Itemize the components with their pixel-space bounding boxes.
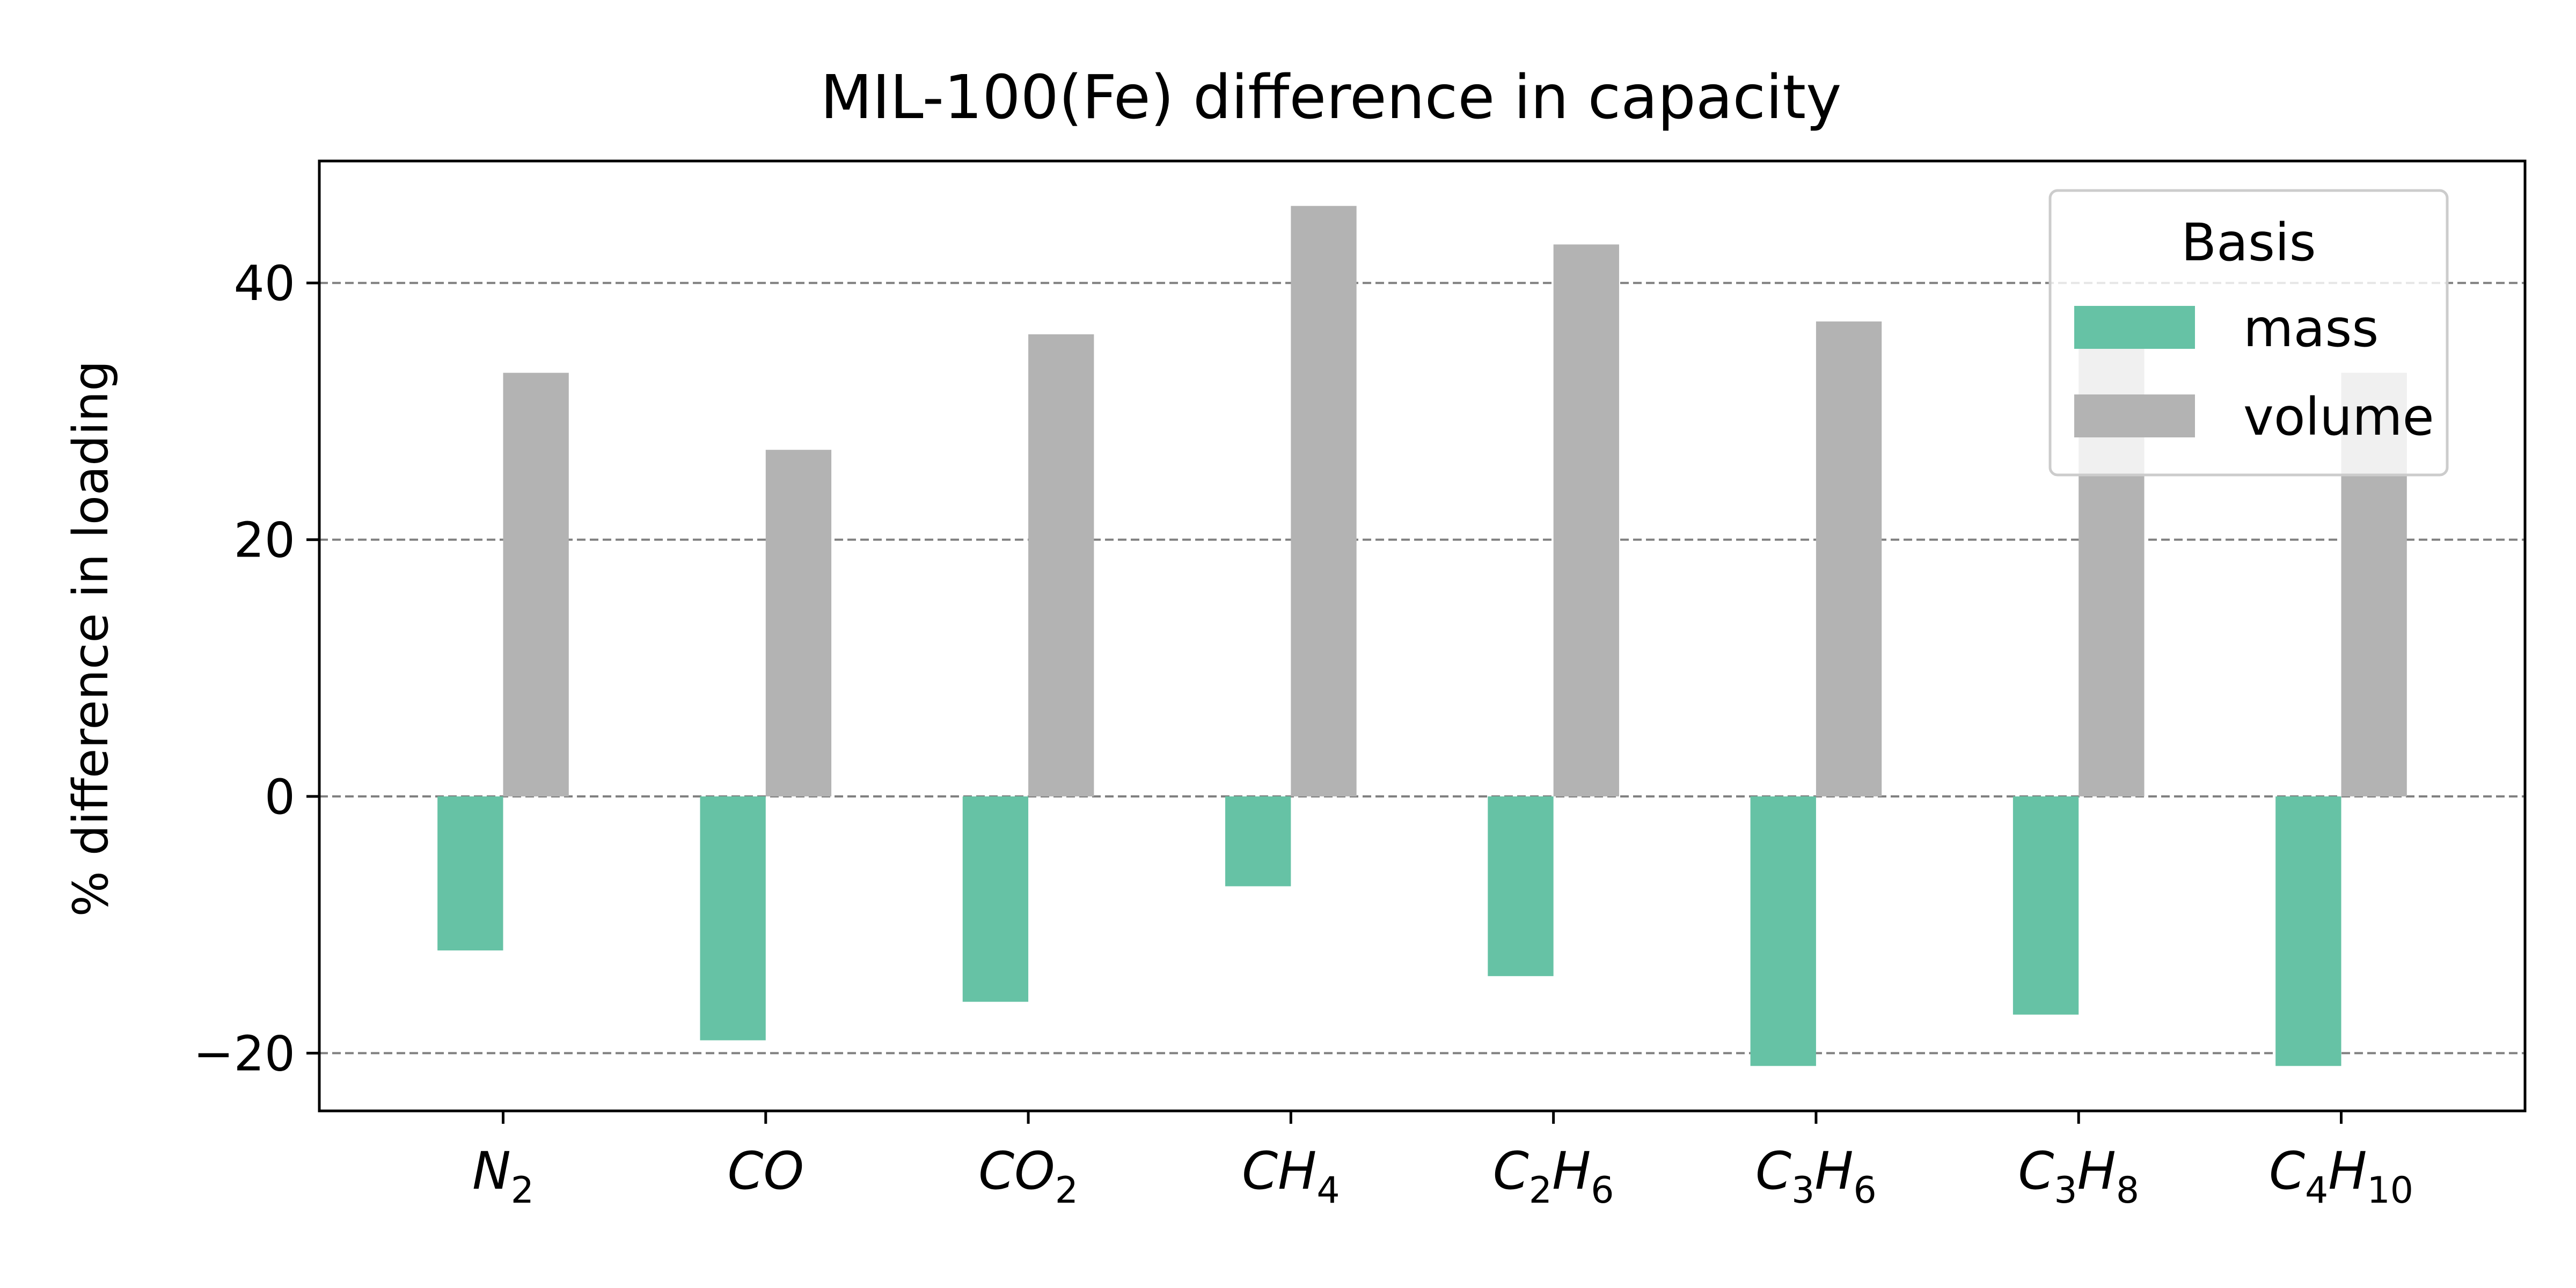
legend: Basis mass volume [2048, 189, 2449, 477]
y-tick-label: −20 [193, 1026, 295, 1082]
y-axis-ticks: −20 0 20 40 [193, 255, 319, 1082]
y-axis-label: % difference in loading [63, 361, 119, 917]
bar-volume-c3h6 [1816, 321, 1882, 796]
legend-title: Basis [2181, 213, 2316, 273]
y-tick-label: 20 [233, 513, 295, 569]
x-tick-label-c3h6: C3H6 [1755, 1141, 1877, 1212]
x-tick-label-c3h8: C3H8 [2018, 1141, 2139, 1212]
bar-mass-n2 [437, 796, 503, 951]
x-axis-ticks: N2 CO CO2 CH4 C2H6 C3H6 C3H8 C4H10 [472, 1111, 2413, 1212]
bar-mass-c4h10 [2275, 796, 2341, 1066]
plot-area-frame [318, 159, 2527, 1113]
y-tick-label: 0 [265, 769, 295, 825]
grid-lines [319, 282, 2525, 1055]
chart-title: MIL-100(Fe) difference in capacity [821, 63, 1842, 133]
bar-mass-c2h6 [1488, 796, 1554, 976]
bar-volume-n2 [503, 372, 569, 796]
bar-mass-co [700, 796, 766, 1041]
bar-mass-c3h6 [1750, 796, 1816, 1066]
bar-mass-c3h8 [2012, 796, 2079, 1015]
x-tick-label-n2: N2 [472, 1141, 534, 1212]
legend-swatch-volume [2074, 394, 2195, 437]
bar-volume-co2 [1028, 334, 1094, 796]
x-tick-label-ch4: CH4 [1242, 1141, 1340, 1212]
x-tick-label-co2: CO2 [978, 1141, 1078, 1212]
x-tick-label-c4h10: C4H10 [2269, 1141, 2413, 1212]
x-tick-label-co: CO [727, 1141, 804, 1201]
legend-swatch-mass [2074, 306, 2195, 349]
y-tick-label: 40 [233, 255, 295, 312]
bar-volume-ch4 [1291, 206, 1357, 796]
x-tick-label-c2h6: C2H6 [1493, 1141, 1614, 1212]
bar-mass-ch4 [1225, 796, 1291, 887]
bar-mass-co2 [962, 796, 1029, 1002]
legend-label-mass: mass [2243, 298, 2379, 358]
bar-volume-c2h6 [1553, 244, 1619, 796]
bar-volume-co [765, 450, 832, 796]
legend-label-volume: volume [2243, 387, 2434, 447]
